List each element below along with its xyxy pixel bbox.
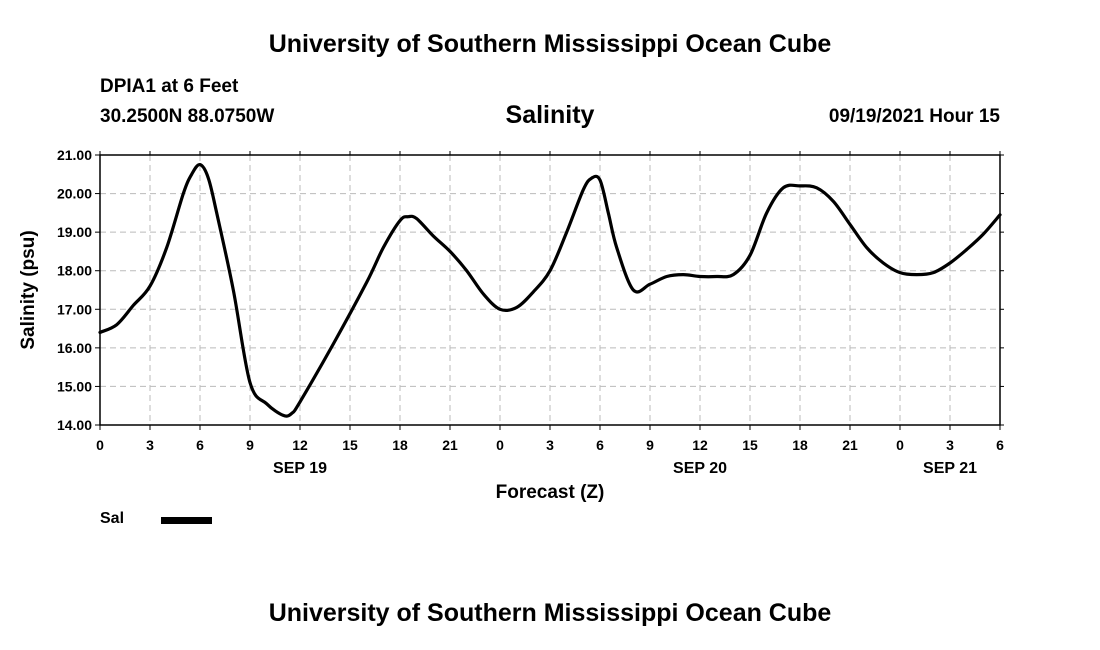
chart-title: Salinity xyxy=(505,101,595,129)
x-tick-label: 3 xyxy=(146,437,154,453)
x-tick-label: 15 xyxy=(342,437,358,453)
y-tick-label: 21.00 xyxy=(57,147,92,163)
y-tick-label: 15.00 xyxy=(57,378,92,394)
station-label: DPIA1 at 6 Feet xyxy=(100,76,239,97)
x-tick-label: 21 xyxy=(442,437,458,453)
x-tick-label: 9 xyxy=(246,437,254,453)
x-tick-label: 18 xyxy=(792,437,808,453)
x-tick-label: 3 xyxy=(546,437,554,453)
x-tick-label: 12 xyxy=(692,437,708,453)
legend-line-swatch xyxy=(161,517,212,524)
x-tick-label: 6 xyxy=(596,437,604,453)
plot-frame xyxy=(99,154,1001,426)
x-tick-label: 9 xyxy=(646,437,654,453)
x-tick-label: 0 xyxy=(896,437,904,453)
station-coordinates: 30.2500N 88.0750W xyxy=(100,106,275,127)
x-axis-label: Forecast (Z) xyxy=(495,482,605,503)
x-tick-label: 18 xyxy=(392,437,408,453)
page-title: University of Southern Mississippi Ocean… xyxy=(268,30,832,58)
x-tick-label: 6 xyxy=(996,437,1004,453)
x-tick-label: 0 xyxy=(496,437,504,453)
footer-title: University of Southern Mississippi Ocean… xyxy=(268,599,832,627)
forecast-datetime: 09/19/2021 Hour 15 xyxy=(828,106,1000,127)
x-tick-label: 6 xyxy=(196,437,204,453)
series-line-salinity xyxy=(98,163,1002,418)
y-tick-label: 16.00 xyxy=(57,340,92,356)
legend-label: Sal xyxy=(100,510,125,527)
x-tick-label: 12 xyxy=(292,437,308,453)
y-axis-label: Salinity (psu) xyxy=(18,230,39,349)
y-tick-label: 17.00 xyxy=(57,301,92,317)
y-tick-label: 19.00 xyxy=(57,224,92,240)
x-tick-label: 3 xyxy=(946,437,954,453)
x-tick-label: 15 xyxy=(742,437,758,453)
day-label: SEP 21 xyxy=(923,460,977,477)
x-tick-label: 0 xyxy=(96,437,104,453)
y-tick-label: 18.00 xyxy=(57,263,92,279)
day-label: SEP 20 xyxy=(673,460,727,477)
x-tick-label: 21 xyxy=(842,437,858,453)
day-label: SEP 19 xyxy=(273,460,327,477)
y-tick-label: 20.00 xyxy=(57,186,92,202)
y-tick-label: 14.00 xyxy=(57,417,92,433)
